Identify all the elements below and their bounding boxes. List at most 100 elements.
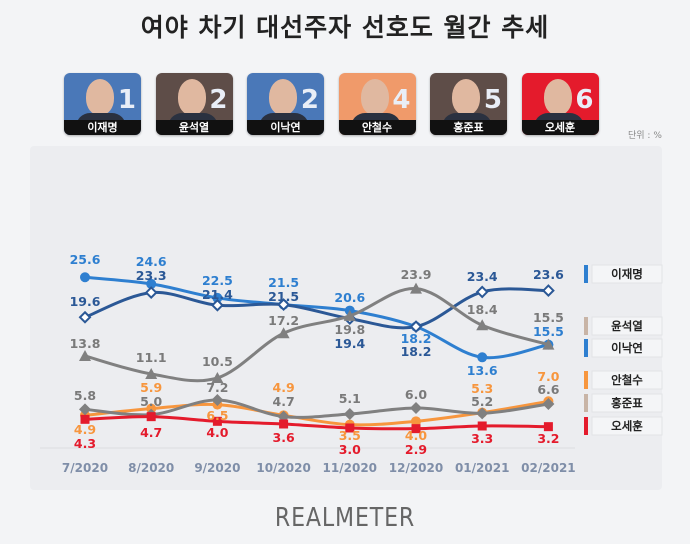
data-point [279, 419, 289, 429]
data-point [212, 292, 223, 303]
candidate-name: 오세훈 [521, 120, 599, 135]
data-point [212, 416, 222, 426]
data-label: 22.5 [202, 273, 233, 288]
series-line [84, 287, 549, 383]
data-point [145, 367, 158, 379]
candidate-rank: 2 [300, 85, 319, 115]
data-label: 3.3 [471, 431, 493, 446]
legend-swatch [584, 417, 588, 435]
data-point [542, 338, 555, 350]
candidate-photo [543, 79, 572, 115]
data-point [210, 298, 224, 312]
data-label: 7.2 [206, 380, 228, 395]
data-point [410, 282, 422, 294]
data-point [211, 371, 224, 383]
data-point [411, 424, 421, 434]
data-label: 3.5 [339, 428, 361, 443]
x-tick-label: 12/2020 [389, 461, 443, 475]
data-label: 18.2 [401, 344, 432, 359]
data-label: 5.9 [140, 380, 162, 395]
data-label: 21.5 [268, 275, 299, 290]
data-label: 7.0 [537, 369, 559, 384]
data-point [411, 416, 421, 427]
data-point [476, 407, 489, 420]
x-tick-label: 11/2020 [323, 461, 377, 475]
data-point [211, 393, 224, 406]
data-point [477, 352, 488, 363]
data-point [343, 407, 356, 420]
series-line [84, 275, 549, 360]
candidate-rank: 5 [483, 85, 502, 115]
legend-item: 오세훈 [584, 416, 663, 436]
legend-swatch [584, 371, 588, 389]
candidate-photo [86, 79, 114, 115]
legend-label: 오세훈 [611, 419, 643, 433]
unit-label: 단위 : % [628, 131, 662, 141]
data-label: 4.3 [74, 436, 96, 451]
x-tick-label: 7/2020 [62, 461, 108, 475]
legend-item: 이재명 [584, 264, 663, 284]
x-tick-label: 01/2021 [455, 461, 509, 475]
candidate-rank: 1 [117, 85, 136, 115]
data-point [146, 278, 157, 289]
series-line [84, 398, 549, 419]
data-label: 11.1 [136, 350, 167, 365]
data-label: 4.7 [140, 425, 162, 440]
candidate-name: 안철수 [338, 120, 416, 135]
data-point [409, 320, 423, 334]
data-label: 15.5 [533, 310, 564, 325]
data-point [277, 327, 290, 339]
data-point [146, 412, 156, 422]
data-point [79, 349, 91, 361]
data-label: 23.3 [136, 268, 167, 283]
data-label: 6.0 [405, 387, 427, 402]
data-label: 25.6 [70, 252, 101, 267]
data-label: 13.8 [70, 336, 101, 351]
legend-item: 안철수 [584, 370, 663, 390]
data-point [542, 397, 555, 410]
candidate-card: 2 윤석열 [155, 73, 233, 135]
candidate-name: 이재명 [64, 120, 141, 135]
data-point [543, 422, 553, 432]
legend-label: 윤석열 [611, 319, 643, 333]
candidate-photo [360, 79, 389, 115]
legend-label: 이재명 [611, 267, 643, 281]
candidate-card: 4 안철수 [338, 73, 416, 135]
data-label: 21.4 [202, 287, 233, 302]
data-point [476, 319, 489, 331]
legend-label: 안철수 [611, 373, 643, 387]
x-tick-label: 9/2020 [194, 461, 240, 475]
x-tick-label: 02/2021 [521, 461, 575, 475]
data-label: 5.2 [471, 394, 493, 409]
data-label: 5.8 [74, 388, 96, 403]
data-label: 23.9 [401, 267, 432, 282]
data-point [475, 285, 489, 299]
legend-label: 홍준표 [611, 396, 643, 410]
data-label: 10.5 [202, 354, 233, 369]
realmeter-logo: REALMETER [274, 503, 416, 533]
candidate-card: 5 홍준표 [430, 73, 507, 135]
candidate-rank: 4 [392, 85, 411, 115]
legend-swatch [584, 394, 588, 412]
data-point [80, 272, 90, 283]
series-오세훈 [80, 412, 553, 434]
data-label: 3.2 [537, 431, 559, 446]
data-label: 4.9 [74, 422, 96, 437]
data-point [477, 421, 487, 431]
chart-title: 여야 차기 대선주자 선호도 월간 추세 [140, 13, 550, 42]
data-label: 18.2 [401, 331, 432, 346]
data-label: 5.3 [471, 381, 493, 396]
candidate-name: 홍준표 [430, 120, 507, 135]
data-point [410, 401, 422, 414]
candidate-photo [177, 79, 206, 115]
data-label: 2.9 [405, 442, 427, 457]
candidate-card: 1 이재명 [64, 73, 141, 135]
candidate-card: 2 이낙연 [247, 73, 324, 135]
data-label: 4.9 [273, 380, 295, 395]
data-label: 13.6 [467, 363, 498, 378]
data-label: 23.6 [533, 267, 564, 282]
data-label: 4.0 [405, 428, 427, 443]
data-label: 3.0 [339, 442, 361, 457]
legend-swatch [584, 317, 588, 335]
